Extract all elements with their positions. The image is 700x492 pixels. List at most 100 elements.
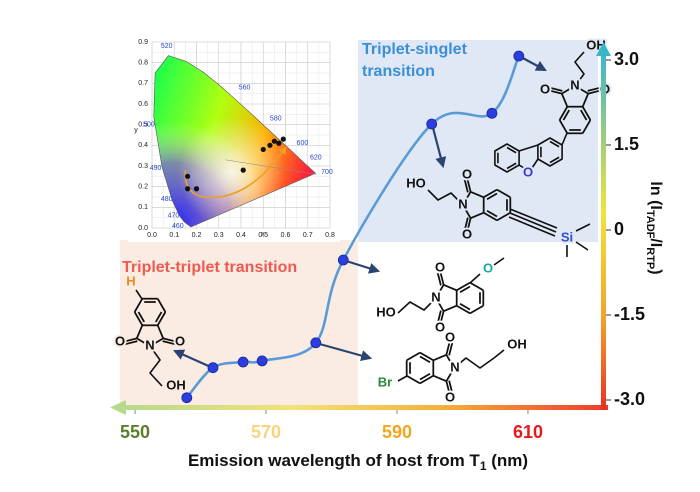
x-tick-label: 590 [382,422,412,442]
data-point [207,362,219,374]
region-label-line: Triplet-singlet [362,41,468,58]
molecule-bond [155,311,163,323]
molecule-bond [587,89,602,95]
inset-x-tick-label: 0.2 [192,232,202,239]
inset-y-tick-label: 0.0 [138,225,148,232]
molecule-bond [445,341,451,356]
locus-label: 560 [239,84,251,91]
phthalimide [405,341,455,395]
molecule-bond [548,89,563,95]
molecule-bond [419,373,431,381]
molecule-bond [156,311,167,326]
molecule-bond [470,190,485,199]
molecule-bond [466,217,472,232]
atom-label: HO [406,175,426,190]
molecule-bond [506,162,517,170]
molecule-bond [448,380,454,395]
molecule-bond [587,86,602,92]
region-label: Triplet-singlet transition [362,41,468,80]
molecule-bond [445,354,455,369]
molecule-bond [123,337,138,343]
pointer-arrow [172,349,214,370]
atom-label: OH [507,336,527,351]
inset-y-tick-label: 0.5 [138,122,148,129]
molecule-bond [574,85,589,95]
molecule-bond [419,374,434,385]
molecule-bond [463,178,469,193]
inset-y-tick-label: 0.1 [138,204,148,211]
molecule-bond [549,140,560,148]
inset-point [267,142,273,148]
molecule-bond [443,304,458,313]
inset-y-label: y [134,127,138,134]
atom-label: OH [166,377,186,392]
plot: 3.0 1.5 0 -1.5 -3.0 550 570 590 610 Emission wave… [110,41,664,473]
x-axis [124,405,608,410]
inset-point [260,146,266,153]
pointer-arrow [430,123,447,169]
data-point [337,254,349,266]
atom-label: Si [561,229,573,244]
molecule-bond [493,257,505,266]
inset-x-label: x [261,231,265,238]
y-axis [601,52,606,410]
inset-y-tick-label: 0.2 [138,184,148,191]
inset-y-tick-label: 0.6 [138,101,148,108]
molecule-bond [133,311,144,326]
inset-x-tick-label: 0.5 [258,232,268,239]
atom-label: O [540,81,550,96]
molecule-bond [439,310,445,325]
molecule-bond [581,119,592,134]
y-tick-label: 3.0 [614,49,639,69]
atom-label: O [435,259,445,274]
molecule-bond [445,380,451,395]
molecule-bond [509,212,557,233]
molecule-bond [483,211,498,222]
molecule-bond [518,144,539,152]
molecule-bond [470,211,485,220]
atom-label: O [445,329,455,344]
data-point [486,107,498,119]
phthalimide [123,297,177,347]
molecule-bond [419,351,434,362]
molecule-bond [574,51,585,87]
data-point [513,50,525,62]
molecule-bond [443,283,458,292]
data-point [310,337,322,349]
inset-x-tick-label: 0.4 [236,232,246,239]
y-axis-arrow [596,42,611,56]
molecule-bond [135,324,144,339]
molecule-bond [509,208,558,229]
atom-label: O [523,164,533,179]
locus-label: 620 [310,155,322,162]
molecule-bond [560,93,569,108]
atom-label: N [431,289,440,304]
molecule-bond [459,303,471,311]
y-axis-title-part: RTP [644,247,656,269]
molecule-bond [435,297,445,312]
molecule-bond [156,298,167,313]
cie-inset: 0.0 0.1 0.2 0.3 0.4 0.5 0.6 0.7 0.8 0.0 0.1 0.2 0.3 0… [128,34,340,242]
y-axis-title: ln (ITADF/IRTP) [644,181,664,274]
molecule-bond [432,374,447,383]
molecule-bond [531,158,539,169]
molecule-bond [149,337,164,347]
molecule-bond [469,281,484,292]
inset-point [276,140,282,146]
molecule-bond [469,304,484,315]
molecule-bond [561,132,568,146]
molecule-bond [436,271,442,286]
molecule-bond [162,340,177,346]
pointer-arrow [342,258,381,274]
molecule-bond [558,106,569,121]
molecule-bond [136,337,151,347]
x-axis-title-sub: 1 [480,459,487,473]
inset-point [185,186,191,192]
atom-label: O [175,333,185,348]
molecule-bond [548,86,563,92]
molecule-bond [508,216,556,237]
molecule-bond [397,375,408,382]
x-tick-label: 550 [120,422,150,442]
y-tick-label: 0 [614,219,624,239]
